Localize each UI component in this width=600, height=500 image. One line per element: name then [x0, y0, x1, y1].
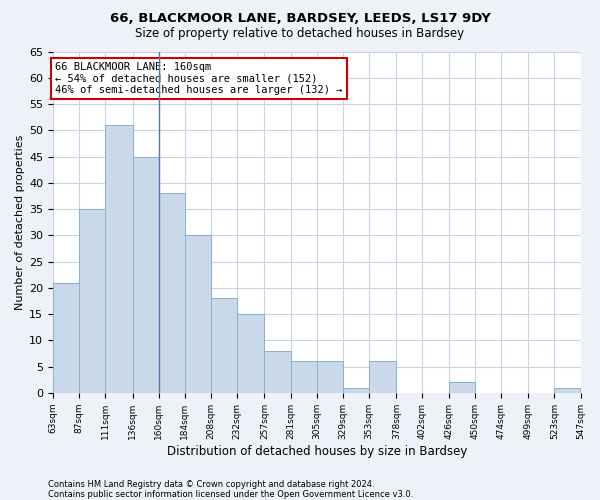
Bar: [237, 314, 265, 393]
Bar: [343, 388, 369, 393]
Text: Contains public sector information licensed under the Open Government Licence v3: Contains public sector information licen…: [48, 490, 413, 499]
Bar: [159, 194, 185, 393]
Bar: [369, 362, 397, 393]
Text: 66 BLACKMOOR LANE: 160sqm
← 54% of detached houses are smaller (152)
46% of semi: 66 BLACKMOOR LANE: 160sqm ← 54% of detac…: [55, 62, 343, 95]
Bar: [265, 351, 290, 393]
Bar: [133, 156, 159, 393]
Bar: [554, 388, 580, 393]
Bar: [449, 382, 475, 393]
Bar: [211, 298, 237, 393]
Text: Contains HM Land Registry data © Crown copyright and database right 2024.: Contains HM Land Registry data © Crown c…: [48, 480, 374, 489]
X-axis label: Distribution of detached houses by size in Bardsey: Distribution of detached houses by size …: [167, 444, 467, 458]
Bar: [317, 362, 343, 393]
Bar: [79, 209, 106, 393]
Text: Size of property relative to detached houses in Bardsey: Size of property relative to detached ho…: [136, 28, 464, 40]
Y-axis label: Number of detached properties: Number of detached properties: [15, 134, 25, 310]
Bar: [290, 362, 317, 393]
Bar: [53, 282, 79, 393]
Text: 66, BLACKMOOR LANE, BARDSEY, LEEDS, LS17 9DY: 66, BLACKMOOR LANE, BARDSEY, LEEDS, LS17…: [110, 12, 490, 26]
Bar: [185, 236, 211, 393]
Bar: [106, 125, 133, 393]
